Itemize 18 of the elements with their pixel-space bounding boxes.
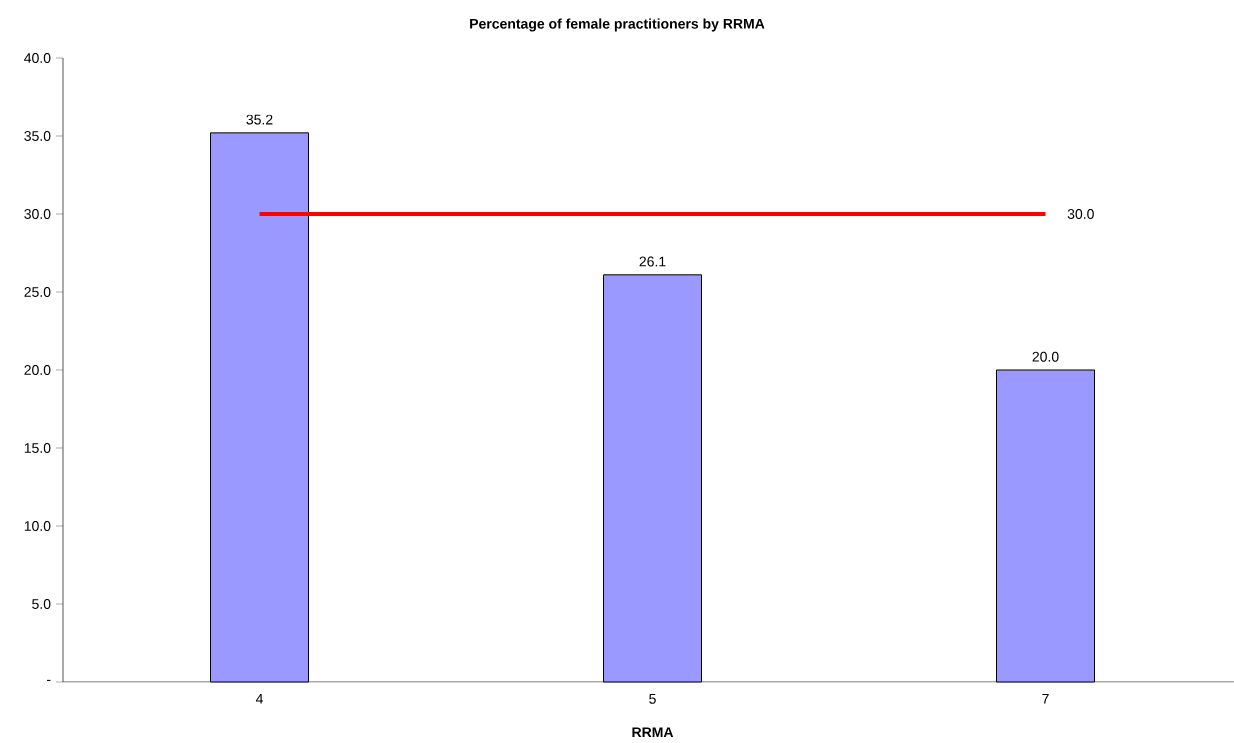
- y-tick-label: 40.0: [24, 53, 51, 63]
- data-label: 26.1: [639, 256, 666, 267]
- y-tick-label: 10.0: [24, 521, 51, 531]
- y-tick-label: 35.0: [24, 131, 51, 141]
- y-tick-label: 25.0: [24, 287, 51, 297]
- y-tick-label: 5.0: [32, 599, 51, 609]
- x-tick-label: 5: [649, 693, 656, 704]
- y-tick-label: -: [46, 679, 51, 681]
- y-tick-label: 15.0: [24, 443, 51, 453]
- y-tick-label: 20.0: [24, 365, 51, 375]
- x-tick-label: 4: [255, 693, 263, 704]
- x-tick-label: 7: [1042, 693, 1049, 704]
- data-label: 35.2: [246, 114, 273, 125]
- x-axis-title: RRMA: [632, 727, 674, 738]
- data-label: 20.0: [1032, 351, 1059, 362]
- data-label: 30.0: [1067, 209, 1094, 219]
- y-tick-label: 30.0: [24, 209, 51, 219]
- chart-title: Percentage of female practitioners by RRMA: [470, 18, 765, 32]
